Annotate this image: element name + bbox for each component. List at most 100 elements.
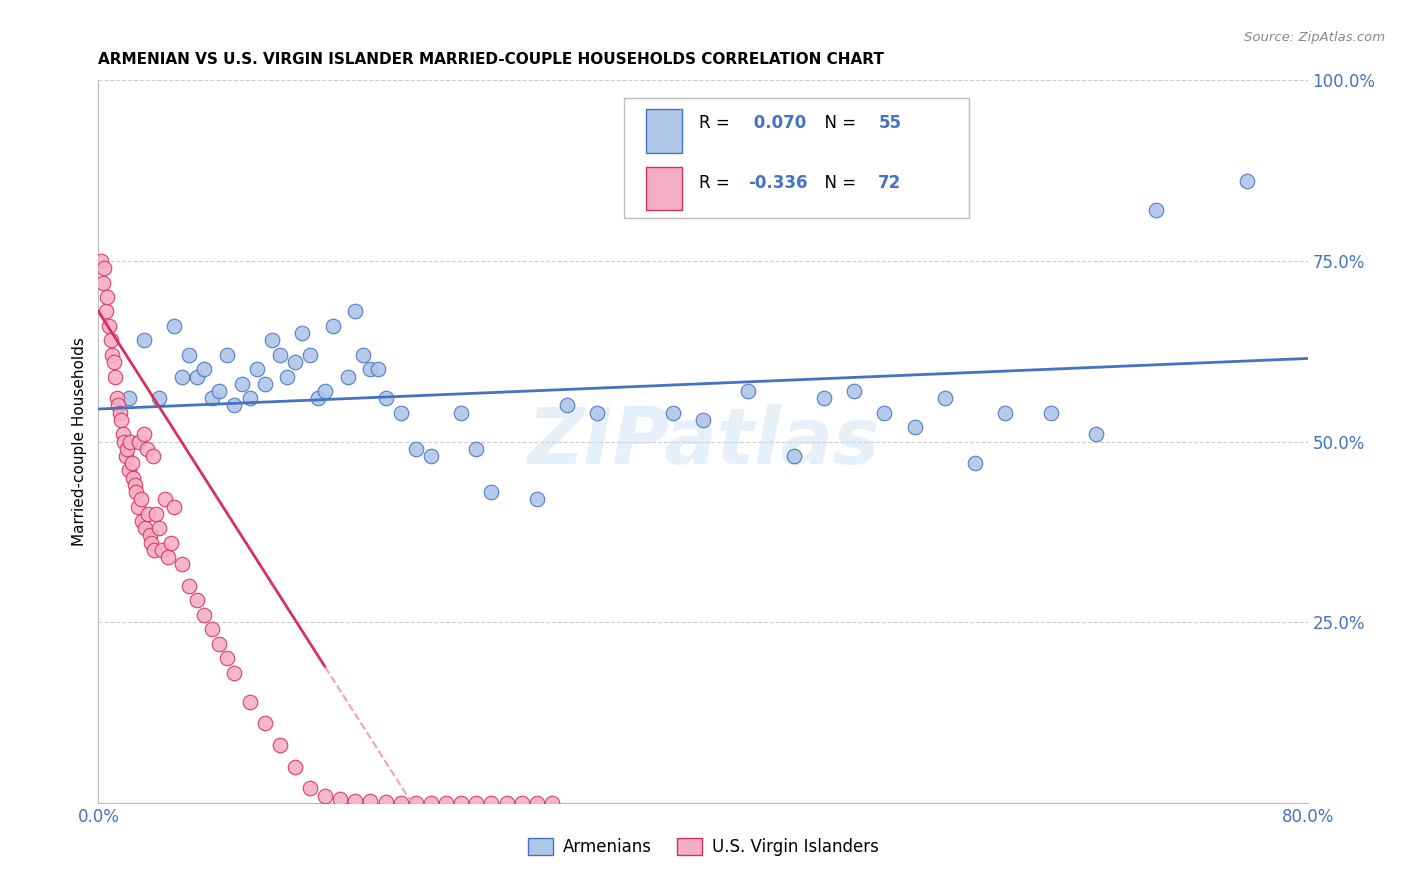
Text: 55: 55	[879, 114, 901, 132]
Point	[465, 796, 488, 810]
Text: R =: R =	[699, 114, 735, 132]
Point	[481, 796, 503, 810]
Point	[276, 369, 298, 384]
Point	[93, 261, 115, 276]
Text: Source: ZipAtlas.com: Source: ZipAtlas.com	[1244, 31, 1385, 45]
Point	[994, 406, 1017, 420]
Point	[540, 796, 562, 810]
Point	[420, 449, 443, 463]
Point	[160, 535, 183, 549]
Point	[555, 398, 578, 412]
Point	[193, 607, 215, 622]
Point	[586, 406, 609, 420]
Point	[420, 796, 443, 810]
Point	[98, 318, 121, 333]
Point	[134, 521, 156, 535]
Point	[91, 276, 114, 290]
Point	[142, 449, 165, 463]
Point	[813, 391, 835, 405]
Legend: Armenians, U.S. Virgin Islanders: Armenians, U.S. Virgin Islanders	[520, 831, 886, 863]
Point	[307, 391, 329, 405]
Y-axis label: Married-couple Households: Married-couple Households	[72, 337, 87, 546]
Point	[111, 427, 134, 442]
Point	[526, 492, 548, 507]
Point	[124, 478, 146, 492]
Point	[344, 304, 367, 318]
Point	[136, 507, 159, 521]
Point	[873, 406, 896, 420]
Point	[145, 507, 167, 521]
Point	[1144, 203, 1167, 218]
Point	[405, 796, 427, 810]
Point	[121, 456, 143, 470]
Text: ZIPatlas: ZIPatlas	[527, 403, 879, 480]
Point	[904, 420, 927, 434]
Point	[1236, 174, 1258, 188]
Point	[224, 398, 246, 412]
Point	[450, 406, 472, 420]
Point	[193, 362, 215, 376]
Point	[299, 348, 322, 362]
Point	[510, 796, 533, 810]
Point	[231, 376, 253, 391]
Point	[201, 391, 224, 405]
Point	[179, 348, 201, 362]
Point	[163, 500, 186, 514]
Point	[215, 651, 238, 665]
Point	[141, 535, 163, 549]
Text: N =: N =	[814, 114, 862, 132]
Text: R =: R =	[699, 174, 735, 192]
Point	[737, 384, 759, 398]
Point	[239, 695, 262, 709]
Point	[143, 542, 166, 557]
Point	[481, 485, 503, 500]
Point	[246, 362, 269, 376]
Point	[104, 369, 127, 384]
Point	[153, 492, 176, 507]
Point	[122, 470, 145, 484]
Point	[934, 391, 956, 405]
Point	[224, 665, 246, 680]
Point	[336, 369, 359, 384]
FancyBboxPatch shape	[647, 167, 682, 211]
Point	[253, 376, 276, 391]
Point	[127, 500, 149, 514]
Point	[118, 391, 141, 405]
Point	[262, 334, 284, 348]
Point	[150, 542, 173, 557]
Point	[129, 492, 152, 507]
Point	[107, 398, 129, 412]
Point	[389, 796, 412, 810]
Point	[201, 623, 224, 637]
Point	[148, 521, 170, 535]
Point	[112, 434, 135, 449]
Point	[94, 304, 117, 318]
Text: N =: N =	[814, 174, 862, 192]
Point	[844, 384, 866, 398]
Point	[269, 738, 291, 752]
FancyBboxPatch shape	[647, 109, 682, 153]
Point	[208, 384, 231, 398]
Point	[352, 348, 374, 362]
Point	[495, 796, 517, 810]
Point	[114, 449, 136, 463]
Point	[110, 413, 132, 427]
Point	[360, 794, 382, 808]
Point	[526, 796, 548, 810]
Point	[215, 348, 238, 362]
Point	[374, 795, 396, 809]
Point	[360, 362, 382, 376]
Point	[105, 391, 128, 405]
Point	[314, 789, 336, 803]
Point	[1085, 427, 1108, 442]
Point	[344, 794, 367, 808]
FancyBboxPatch shape	[624, 98, 969, 218]
Point	[100, 334, 122, 348]
Point	[314, 384, 336, 398]
Point	[329, 792, 352, 806]
Point	[120, 434, 142, 449]
Point	[139, 528, 162, 542]
Point	[284, 355, 307, 369]
Point	[253, 716, 276, 731]
Point	[132, 334, 155, 348]
